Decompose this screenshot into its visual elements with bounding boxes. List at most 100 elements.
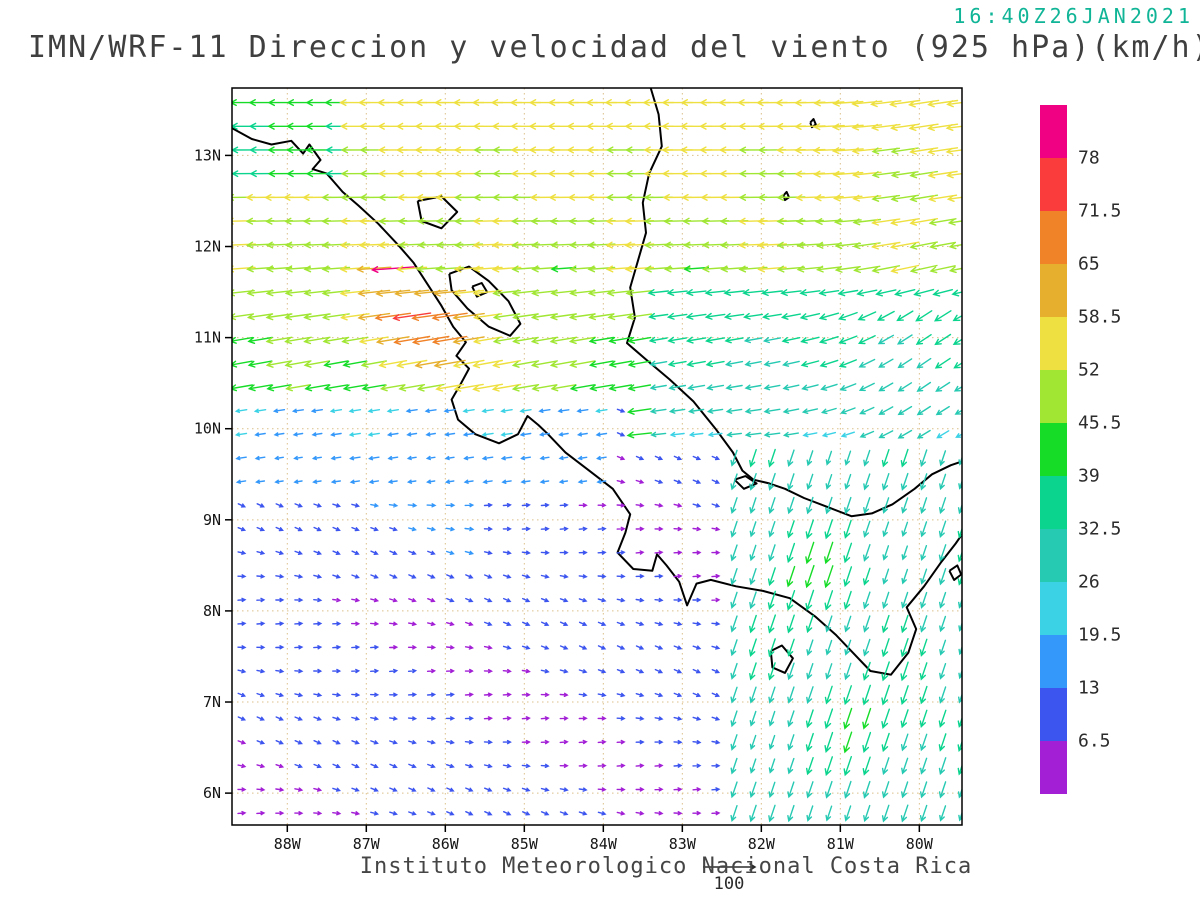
wind-vector	[559, 621, 569, 626]
lat-tick-label: 8N	[203, 602, 221, 620]
wind-vector	[313, 763, 322, 769]
wind-vector	[946, 171, 962, 179]
wind-vector	[673, 621, 683, 626]
wind-vector	[443, 408, 456, 413]
wind-vector	[786, 542, 796, 564]
wind-vector	[595, 432, 608, 437]
wind-vector	[521, 763, 531, 769]
colorbar-label: 78	[1078, 147, 1100, 169]
wind-vector	[454, 241, 484, 249]
wind-vector	[559, 763, 569, 768]
wind-vector	[275, 740, 284, 745]
wind-vector	[389, 574, 398, 579]
wind-vector	[427, 740, 436, 745]
wind-vector	[938, 544, 947, 562]
wind-vector	[521, 692, 531, 697]
wind-vector	[890, 264, 920, 274]
wind-vector	[901, 497, 909, 514]
wind-vector	[303, 313, 331, 321]
lat-tick-label: 7N	[203, 693, 221, 711]
wind-vector	[370, 716, 380, 721]
wind-vector	[351, 621, 361, 626]
wind-vector	[862, 567, 871, 586]
wind-vector	[464, 645, 474, 650]
wind-vector	[862, 731, 872, 754]
wind-vector	[313, 716, 322, 721]
wind-vector	[805, 564, 815, 589]
wind-vector	[882, 545, 890, 561]
wind-vector	[815, 241, 842, 249]
wind-vector	[370, 645, 380, 650]
wind-vector	[608, 336, 633, 344]
wind-vector	[749, 521, 757, 538]
wind-vector	[284, 360, 312, 368]
wind-vector	[919, 709, 928, 729]
wind-vector	[313, 787, 323, 792]
wind-vector	[863, 615, 871, 633]
wind-vector	[237, 810, 247, 816]
wind-vector	[411, 312, 451, 322]
wind-vector	[313, 645, 323, 650]
wind-vector	[446, 811, 455, 816]
wind-vector	[749, 497, 757, 514]
wind-vector	[483, 668, 494, 674]
wind-vector	[934, 357, 951, 369]
wind-vector	[882, 591, 890, 610]
wind-vector	[767, 614, 776, 634]
wind-vector	[500, 432, 513, 437]
wind-vector	[666, 312, 688, 320]
wind-vector	[692, 621, 702, 626]
wind-vector	[521, 550, 531, 555]
wind-vector	[856, 289, 878, 297]
wind-vector	[673, 645, 683, 650]
wind-vector	[286, 99, 310, 107]
wind-vector	[265, 313, 293, 321]
wind-vector	[749, 804, 757, 823]
wind-vector	[348, 432, 361, 437]
wind-vector	[743, 336, 763, 344]
wind-vector	[446, 787, 455, 792]
wind-vector	[875, 289, 897, 297]
wind-vector	[749, 734, 757, 751]
wind-vector	[275, 787, 285, 792]
wind-vector	[635, 763, 645, 768]
wind-vector	[805, 541, 815, 565]
wind-vector	[616, 763, 626, 768]
wind-vector	[673, 811, 683, 816]
wind-vector	[491, 383, 522, 392]
wind-vector	[502, 503, 512, 508]
wind-vector	[559, 669, 569, 674]
wind-vector	[540, 526, 550, 532]
wind-vector	[824, 685, 833, 705]
wind-vector	[692, 503, 702, 508]
wind-vector	[597, 811, 607, 816]
colorbar-segment	[1040, 529, 1067, 582]
wind-vector	[483, 550, 493, 555]
wind-vector	[635, 550, 645, 555]
wind-vector	[558, 455, 569, 461]
wind-vector	[915, 310, 933, 322]
wind-vector	[357, 312, 391, 321]
wind-vector	[444, 479, 455, 484]
colorbar-label: 6.5	[1078, 730, 1111, 752]
wind-vector	[909, 264, 938, 274]
wind-vector	[550, 289, 577, 297]
wind-vector	[749, 544, 757, 562]
wind-vector	[232, 336, 254, 344]
wind-vector	[351, 503, 360, 508]
wind-vector	[730, 734, 738, 751]
wind-vector	[370, 550, 379, 555]
wind-vector	[294, 787, 304, 792]
wind-vector	[256, 621, 266, 626]
wind-vector	[724, 360, 744, 367]
lat-tick-label: 12N	[194, 238, 221, 256]
wind-vector	[901, 521, 909, 537]
colorbar-label: 71.5	[1078, 200, 1122, 222]
wind-vector	[530, 313, 558, 321]
wind-vector	[502, 716, 512, 721]
wind-vector	[787, 496, 795, 515]
wind-vector	[744, 408, 762, 414]
wind-vector	[857, 335, 876, 345]
wind-vector	[539, 455, 550, 461]
